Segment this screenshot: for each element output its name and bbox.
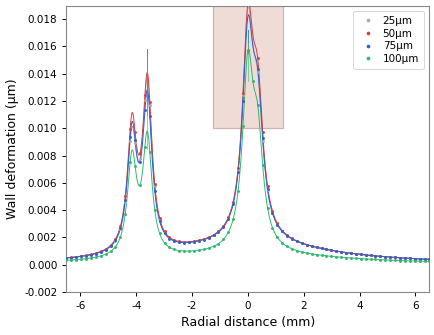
25μm xyxy=(372,254,377,258)
100μm xyxy=(93,255,98,259)
Legend: 25μm, 50μm, 75μm, 100μm: 25μm, 50μm, 75μm, 100μm xyxy=(353,11,423,69)
75μm xyxy=(426,257,431,261)
25μm xyxy=(382,255,387,259)
50μm xyxy=(397,256,402,260)
Bar xyxy=(213,6,282,128)
50μm xyxy=(240,91,245,95)
50μm xyxy=(142,93,147,97)
100μm xyxy=(391,258,397,262)
50μm xyxy=(64,256,69,260)
25μm xyxy=(254,70,260,74)
75μm xyxy=(240,99,245,103)
Line: 75μm: 75μm xyxy=(65,67,430,261)
50μm xyxy=(181,240,186,244)
Line: 100μm: 100μm xyxy=(65,49,430,263)
25μm xyxy=(426,257,431,261)
75μm xyxy=(397,256,402,260)
25μm xyxy=(181,240,186,244)
100μm xyxy=(245,48,250,52)
50μm xyxy=(426,257,431,261)
100μm xyxy=(342,256,348,260)
75μm xyxy=(64,256,69,260)
100μm xyxy=(64,258,69,262)
75μm xyxy=(372,254,377,258)
50μm xyxy=(372,254,377,258)
X-axis label: Radial distance (mm): Radial distance (mm) xyxy=(181,317,314,329)
100μm xyxy=(357,257,362,261)
25μm xyxy=(240,93,245,97)
50μm xyxy=(382,255,387,259)
100μm xyxy=(367,257,372,261)
25μm xyxy=(64,256,69,260)
75μm xyxy=(254,67,260,71)
Line: 50μm: 50μm xyxy=(65,57,430,261)
25μm xyxy=(397,256,402,260)
100μm xyxy=(352,256,358,260)
Line: 25μm: 25μm xyxy=(65,70,430,261)
50μm xyxy=(254,56,260,60)
Bar xyxy=(213,6,282,128)
Y-axis label: Wall deformation (μm): Wall deformation (μm) xyxy=(6,78,19,219)
75μm xyxy=(181,241,186,245)
75μm xyxy=(142,108,147,112)
100μm xyxy=(426,259,431,263)
75μm xyxy=(382,255,387,259)
25μm xyxy=(142,98,147,102)
